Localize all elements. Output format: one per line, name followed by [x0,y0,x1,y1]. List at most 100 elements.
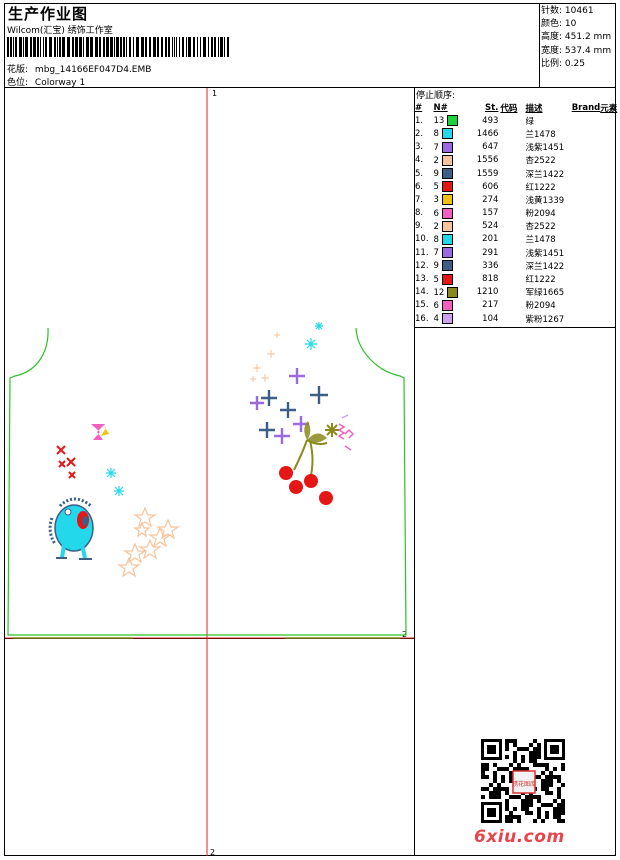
cyan-snowflakes-right [305,322,323,350]
needle-number: 9 [433,167,465,180]
brand [572,127,601,140]
color-description: 杏2522 [525,156,556,167]
stitch-count: 217 [482,300,499,311]
color-swatch [441,260,453,272]
color-description: 浅黄1339 [525,195,565,206]
stop-row: 8. 6 157 粉2094 [415,207,620,220]
col-code: 代码 [500,103,518,114]
stop-row: 14. 12 1210 军绿1665 [415,286,620,299]
page-title: 生产作业图 [8,5,89,23]
color-swatch [441,207,453,219]
stop-row: 15. 6 217 粉2094 [415,299,620,312]
brand [572,207,601,220]
stop-number: 14. [415,287,429,298]
col-num: # [415,102,423,113]
stitch-count: 493 [482,115,499,126]
studio-subtitle: Wilcom(汇宝) 绣饰工作室 [7,26,113,36]
color-swatch [446,115,458,127]
stitch-count: 524 [482,221,499,232]
stitch-count: 647 [482,142,499,153]
stop-row: 12. 9 336 深兰1422 [415,259,620,272]
brand [572,220,601,233]
color-code [500,312,525,325]
bird-motif [48,497,94,560]
stop-row: 9. 2 524 杏2522 [415,220,620,233]
color-swatch [441,273,453,285]
brand [572,114,601,127]
svg-text:绣花图库: 绣花图库 [512,780,536,788]
stop-number: 10. [415,234,429,245]
watermark-logo: 6xiu.com [474,827,565,847]
yellow-pink-motif [91,420,109,440]
color-description: 绿 [525,116,535,127]
stitch-count: 104 [482,313,499,324]
table-header-row: # N# St. 代码 描述 Brand 元素 [415,101,620,114]
element [600,114,620,127]
color-swatch [441,141,453,153]
stop-number: 9. [415,221,424,232]
marker-top: 1 [212,89,217,98]
panel-divider [414,87,415,856]
stop-number: 16. [415,313,429,324]
color-swatch [441,168,453,180]
element [600,299,620,312]
stats-divider [539,3,540,87]
peach-sparkles-right [250,332,280,382]
color-swatch [441,247,453,259]
brand [572,154,601,167]
color-description: 红1222 [525,275,556,286]
stop-number: 6. [415,181,424,192]
table-bottom-rule [414,327,616,328]
color-code [500,207,525,220]
element [600,259,620,272]
colorway-label: 色位: [7,78,29,88]
color-code [500,167,525,180]
stop-row: 7. 3 274 浅黄1339 [415,193,620,206]
stop-number: 12. [415,260,429,271]
stop-row: 11. 7 291 浅紫1451 [415,246,620,259]
needle-number: 8 [433,127,465,140]
stop-sequence-title: 停止顺序: [416,91,456,101]
cherry-motif [279,421,333,505]
color-description: 浅紫1451 [525,248,565,259]
brand [572,272,601,285]
color-code [500,299,525,312]
color-description: 深兰1422 [525,261,565,272]
element [600,193,620,206]
element [600,233,620,246]
stitch-count: 336 [482,260,499,271]
stop-row: 10. 8 201 兰1478 [415,233,620,246]
garment-outline [7,327,407,636]
needle-number: 8 [433,233,465,246]
stop-row: 5. 9 1559 深兰1422 [415,167,620,180]
color-description: 杏2522 [525,222,556,233]
needle-number: 5 [433,180,465,193]
color-code [500,220,525,233]
col-desc: 描述 [525,103,543,114]
stop-row: 1. 13 493 绿 [415,114,620,127]
brand [572,259,601,272]
col-st: St. [484,102,499,113]
color-swatch [446,286,458,298]
color-description: 兰1478 [525,235,556,246]
color-swatch [441,128,453,140]
stitch-count: 1210 [476,287,499,298]
needle-number: 2 [433,154,465,167]
color-description: 军绿1665 [525,288,565,299]
pink-squiggle [337,414,355,451]
stitch-count: 1466 [476,128,499,139]
stitch-count: 1559 [476,168,499,179]
qr-code[interactable]: 绣花图库 [481,739,565,823]
col-brand: Brand [571,102,601,113]
stop-row: 4. 2 1556 杏2522 [415,154,620,167]
color-description: 紫粉1267 [525,314,565,325]
color-description: 深兰1422 [525,169,565,180]
needle-number: 7 [433,246,465,259]
needle-number: 9 [433,259,465,272]
brand [572,286,601,299]
needle-number: 3 [433,193,465,206]
needle-number: 12 [433,286,465,299]
color-code [500,141,525,154]
element [600,207,620,220]
color-swatch [441,233,453,245]
